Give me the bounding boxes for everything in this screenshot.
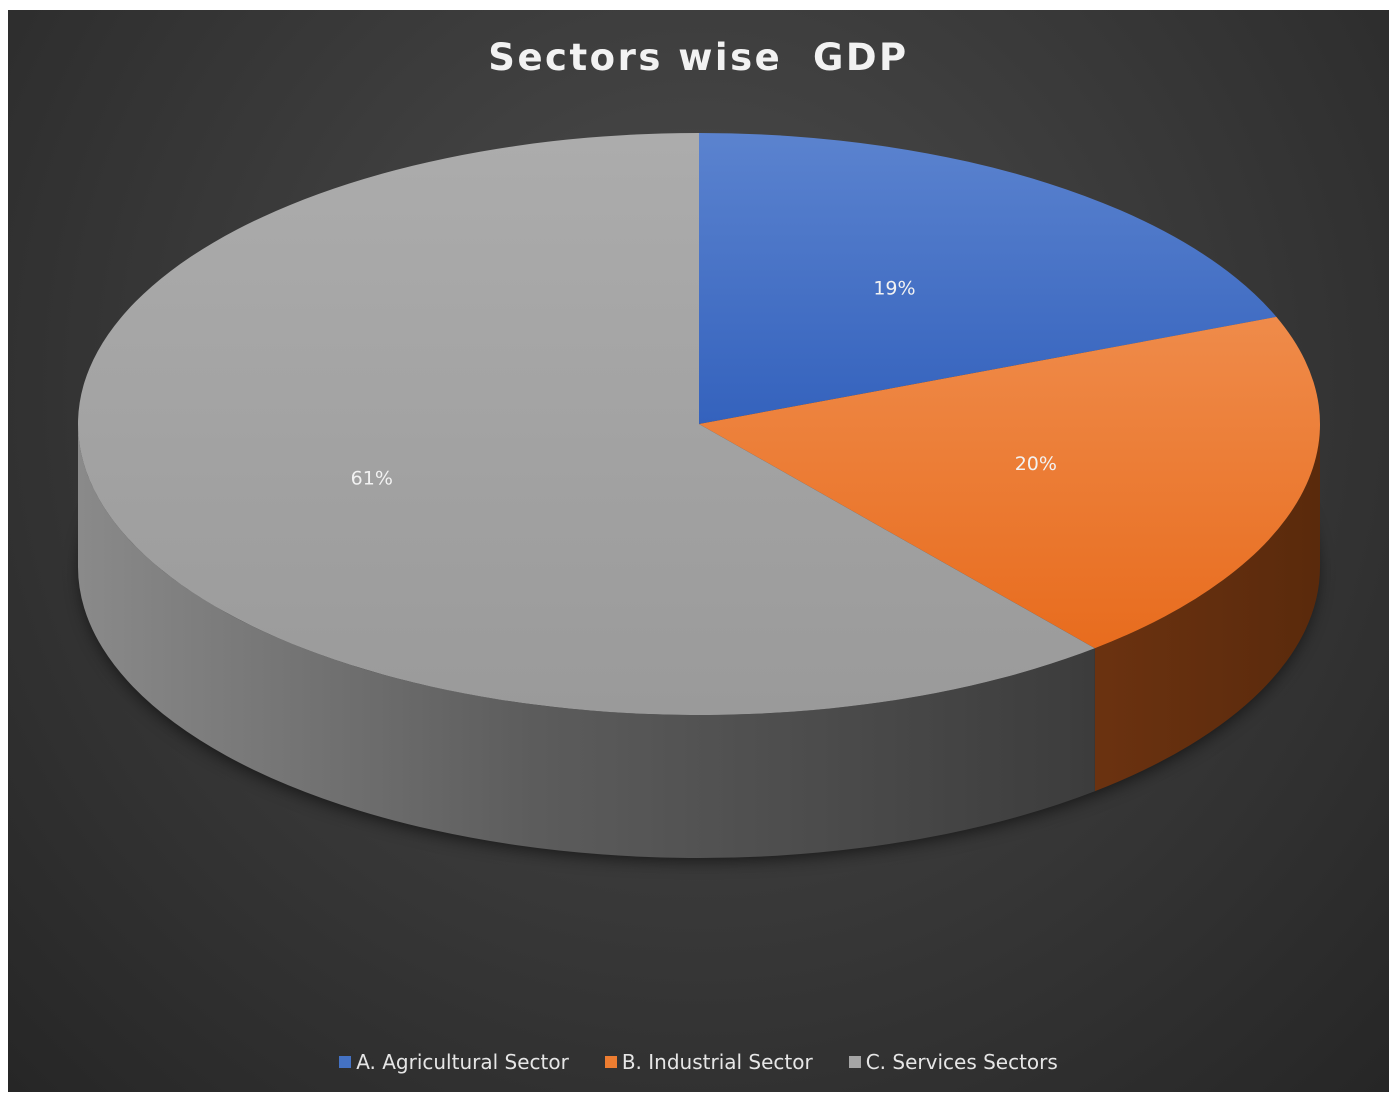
chart-legend: A. Agricultural Sector B. Industrial Sect…	[8, 1050, 1389, 1074]
data-label-agricultural-sector: 19%	[873, 278, 915, 300]
pie-slice-side-industrial-sector	[1094, 424, 1320, 792]
legend-swatch	[339, 1056, 352, 1068]
legend-item-services-sectors: C. Services Sectors	[848, 1050, 1058, 1074]
pie-chart: 19% 20% 61%	[77, 133, 1320, 860]
chart-title: Sectors wise GDP	[488, 36, 909, 79]
data-label-industrial-sector: 20%	[1015, 453, 1057, 475]
pie-slice-side-services-sectors	[78, 424, 1095, 858]
data-label-services-sectors: 61%	[351, 468, 393, 490]
legend-label: C. Services Sectors	[865, 1050, 1058, 1074]
legend-label: A. Agricultural Sector	[356, 1050, 569, 1074]
legend-item-industrial-sector: B. Industrial Sector	[604, 1050, 813, 1074]
legend-swatch	[604, 1056, 617, 1068]
pie-slice-industrial-sector	[699, 316, 1320, 649]
legend-item-agricultural-sector: A. Agricultural Sector	[339, 1050, 569, 1074]
chart-area: Sectors wise GDP	[8, 10, 1389, 1092]
legend-swatch	[848, 1056, 861, 1068]
legend-label: B. Industrial Sector	[621, 1050, 813, 1074]
pie-slice-services-sectors	[77, 133, 1095, 716]
pie-slice-agricultural-sector	[699, 133, 1277, 424]
